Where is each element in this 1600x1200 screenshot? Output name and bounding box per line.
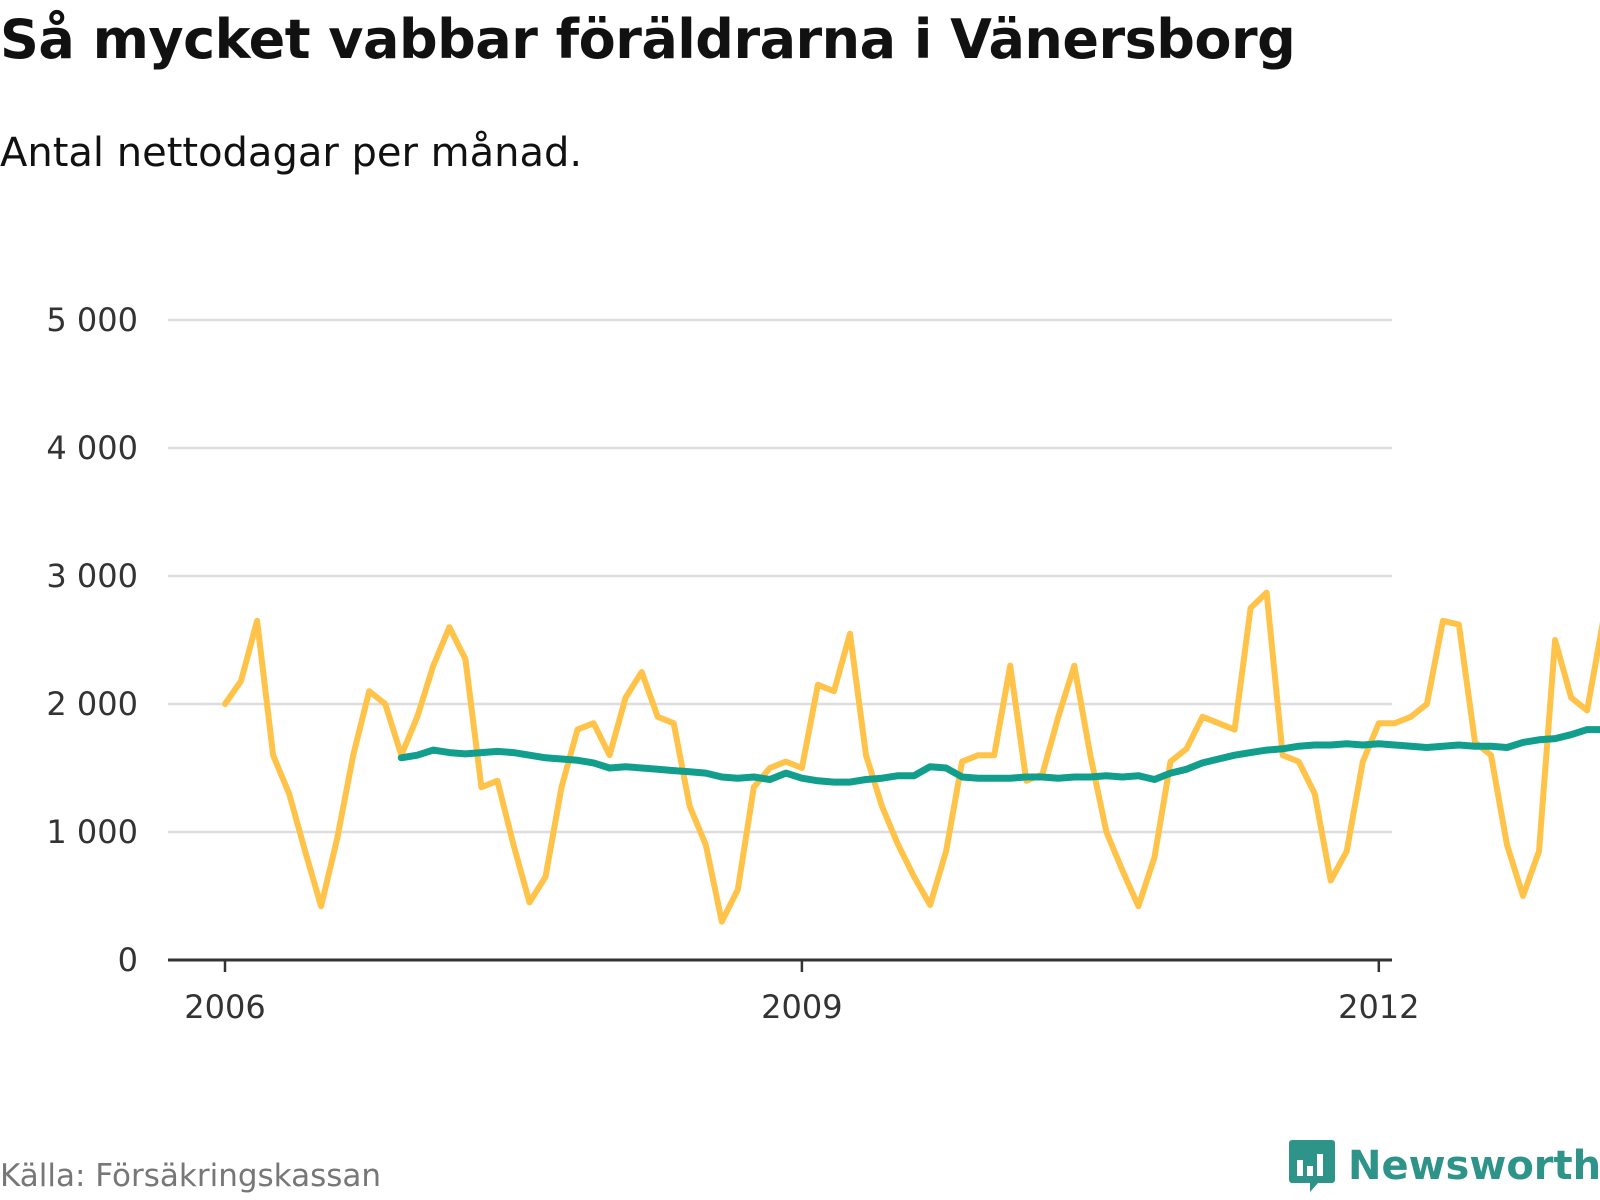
y-tick-label: 2 000 xyxy=(46,685,138,723)
brand-name: Newsworthy xyxy=(1348,1143,1600,1189)
x-tick-label: 2012 xyxy=(1338,988,1419,1026)
y-tick-label: 1 000 xyxy=(46,813,138,851)
y-tick-label: 3 000 xyxy=(46,557,138,595)
chart-title: Så mycket vabbar föräldrarna i Vänersbor… xyxy=(0,8,1296,71)
y-tick-label: 0 xyxy=(118,941,138,979)
source-note: Källa: Försäkringskassan xyxy=(0,1158,382,1194)
y-tick-label: 4 000 xyxy=(46,429,138,467)
gridlines xyxy=(168,318,1392,834)
trend-line xyxy=(397,726,1600,786)
y-tick-label: 5 000 xyxy=(46,301,138,339)
x-tick-label: 2006 xyxy=(184,988,265,1026)
per-month-line xyxy=(222,589,1600,925)
newsworthy-logo-icon xyxy=(1289,1140,1335,1192)
series-lines xyxy=(222,589,1600,925)
chart-subtitle: Antal nettodagar per månad. xyxy=(0,130,583,176)
x-tick-label: 2009 xyxy=(761,988,842,1026)
brand-logo: Newsworthy xyxy=(1288,1138,1600,1194)
